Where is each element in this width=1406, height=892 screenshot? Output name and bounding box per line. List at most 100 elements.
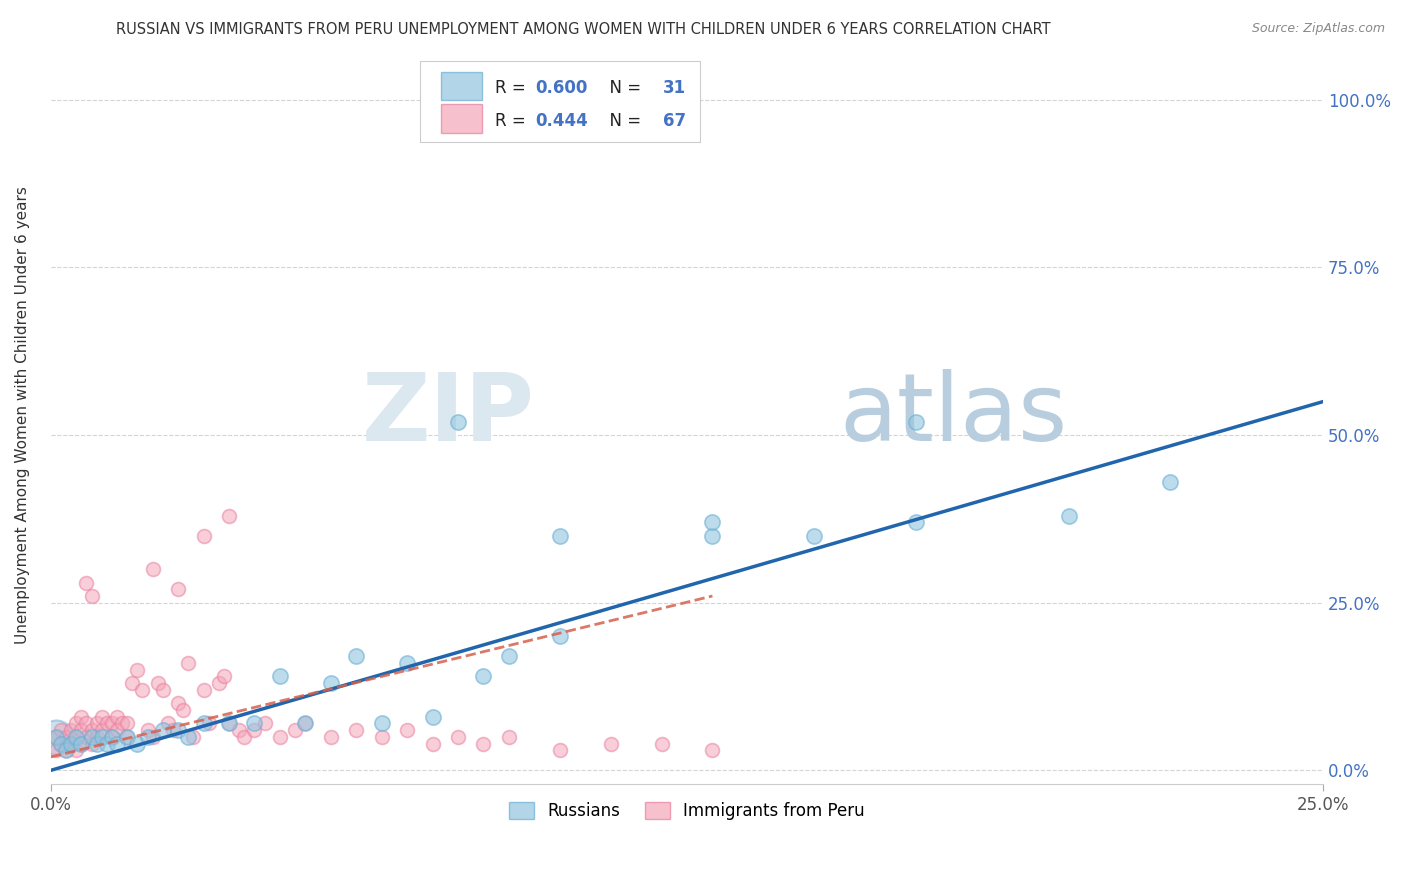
Bar [441,72,482,100]
Point [269,730,291,744]
Point [80,730,103,744]
Point [177,730,200,744]
Point [193,529,215,543]
Point [80,589,103,603]
Point [197,716,219,731]
Point [65,730,87,744]
Point [218,716,240,731]
Point [105,723,128,737]
Point [49,737,72,751]
Point [269,669,291,683]
Point [142,562,165,576]
Point [344,649,367,664]
Point [45,730,67,744]
Point [702,743,724,757]
Point [1057,508,1080,523]
Point [96,716,118,731]
Point [1159,475,1181,489]
Point [101,716,124,731]
Point [294,716,316,731]
Point [105,709,128,723]
Point [111,716,134,731]
Point [599,93,621,107]
Point [55,730,77,744]
Point [90,730,112,744]
Point [498,649,520,664]
Point [156,716,179,731]
Point [127,663,149,677]
Point [65,716,87,731]
Point [65,743,87,757]
Point [70,737,93,751]
Point [370,716,392,731]
Point [599,737,621,751]
Point [177,656,200,670]
Point [152,723,174,737]
Text: 0.444: 0.444 [536,112,588,129]
Point [422,709,444,723]
Text: 0.600: 0.600 [536,79,588,97]
Point [396,656,419,670]
Point [86,716,108,731]
FancyBboxPatch shape [420,61,700,142]
Text: N =: N = [599,112,647,129]
Point [212,669,235,683]
Point [70,709,93,723]
Point [284,723,307,737]
Point [294,716,316,731]
Point [904,515,927,529]
Text: Source: ZipAtlas.com: Source: ZipAtlas.com [1251,22,1385,36]
Point [472,669,495,683]
Point [548,743,571,757]
Text: N =: N = [599,79,647,97]
Point [548,529,571,543]
Point [447,730,470,744]
Point [319,676,342,690]
Point [146,676,169,690]
Point [243,716,266,731]
Point [136,730,159,744]
Y-axis label: Unemployment Among Women with Children Under 6 years: Unemployment Among Women with Children U… [15,186,30,644]
Point [193,716,215,731]
Point [127,737,149,751]
Point [105,737,128,751]
Point [193,682,215,697]
Point [651,737,673,751]
Point [498,730,520,744]
Point [172,703,194,717]
Point [101,730,124,744]
Text: R =: R = [495,79,531,97]
Point [702,515,724,529]
Point [233,730,256,744]
Point [167,696,190,710]
Point [253,716,276,731]
Point [86,730,108,744]
Point [96,737,118,751]
Text: RUSSIAN VS IMMIGRANTS FROM PERU UNEMPLOYMENT AMONG WOMEN WITH CHILDREN UNDER 6 Y: RUSSIAN VS IMMIGRANTS FROM PERU UNEMPLOY… [117,22,1050,37]
Text: 31: 31 [662,79,686,97]
Point [60,723,83,737]
Point [396,723,419,737]
Point [75,716,97,731]
Point [49,737,72,751]
Point [152,682,174,697]
Point [49,723,72,737]
Point [447,415,470,429]
Text: ZIP: ZIP [361,369,534,461]
Point [60,737,83,751]
Point [370,730,392,744]
Point [115,716,138,731]
Bar [441,104,482,133]
Point [208,676,231,690]
Point [101,730,124,744]
Point [167,723,190,737]
Point [75,730,97,744]
Point [319,730,342,744]
Point [55,743,77,757]
Point [422,737,444,751]
Point [183,730,205,744]
Point [218,508,240,523]
Point [75,575,97,590]
Point [70,723,93,737]
Point [60,737,83,751]
